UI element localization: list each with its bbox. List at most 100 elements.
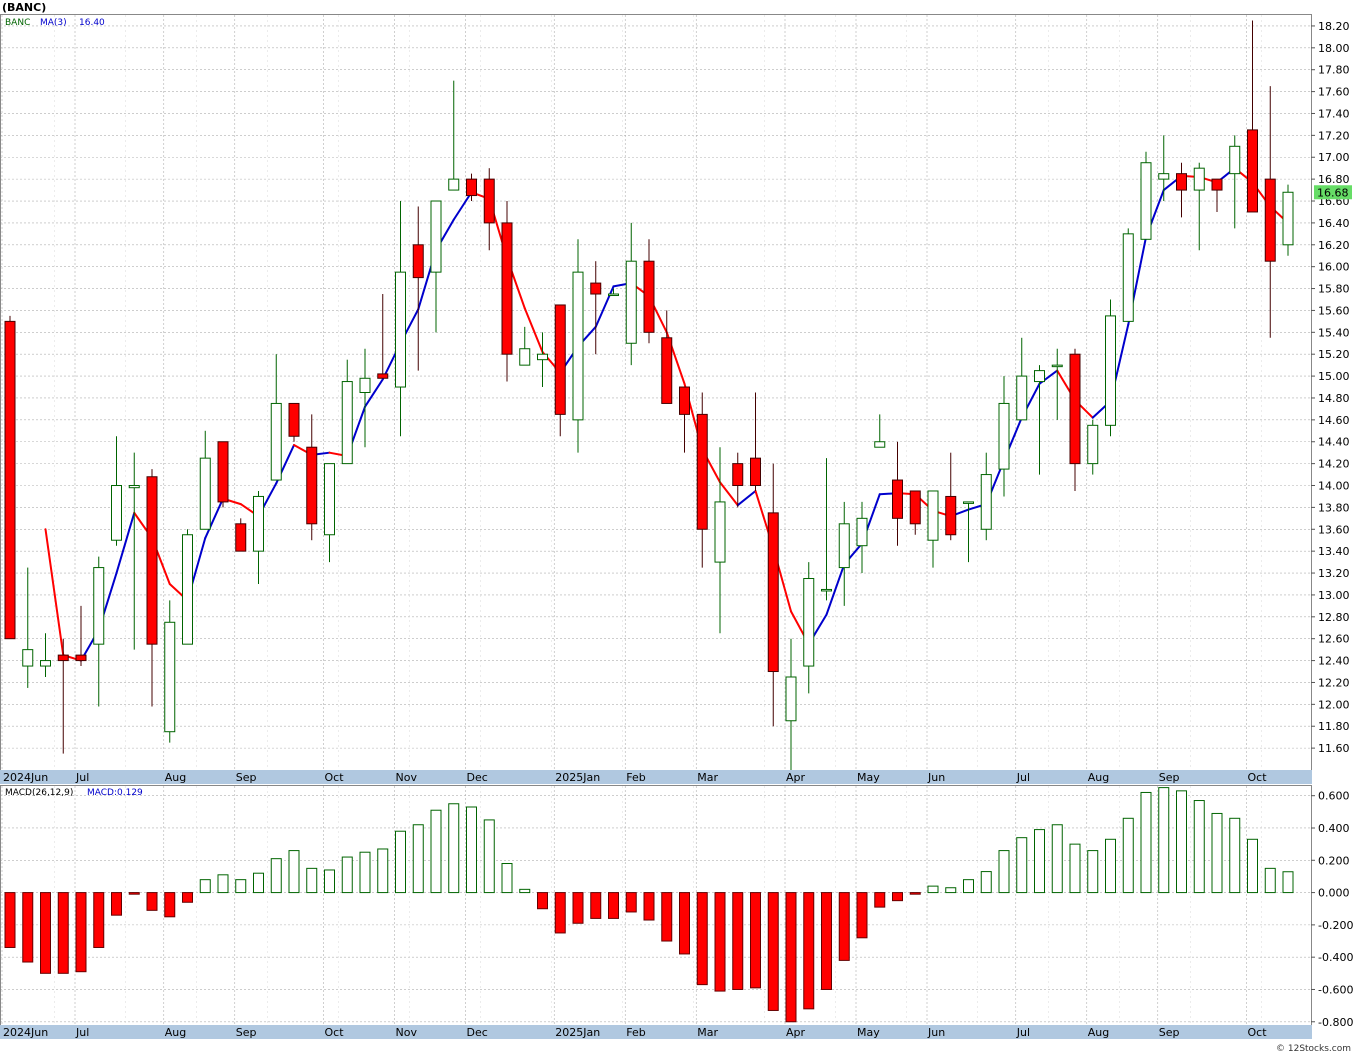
macd-bar-negative	[679, 892, 690, 955]
price-tick-label: 11.60	[1318, 742, 1350, 755]
candle	[288, 402, 300, 442]
candle-body-up	[856, 517, 868, 547]
candle-body-down	[57, 654, 69, 662]
candle-body-up	[1229, 145, 1241, 175]
candle	[874, 414, 886, 448]
candle-body-down	[1176, 173, 1187, 191]
macd-tick-label: 0.400	[1318, 822, 1350, 835]
candle	[57, 638, 69, 754]
candle-body-up	[40, 660, 51, 667]
last-price-box	[1314, 185, 1352, 200]
price-tick-label: 12.40	[1318, 655, 1350, 668]
candle	[1087, 419, 1099, 475]
month-label: Apr	[786, 771, 806, 784]
candle	[980, 452, 992, 541]
price-tick-label: 15.00	[1318, 370, 1350, 383]
price-tick-label: 15.60	[1318, 304, 1350, 317]
candle	[537, 332, 548, 388]
ma3-segment	[523, 307, 544, 354]
candle-body-up	[324, 463, 335, 536]
month-label: Aug	[165, 771, 186, 784]
candle-body-down	[590, 282, 602, 295]
candle-body-up	[22, 649, 34, 667]
candle	[235, 518, 247, 552]
macd-bar-positive	[1264, 867, 1276, 894]
date-axis-band-top	[0, 770, 1312, 784]
candle	[377, 294, 389, 379]
macd-bar-negative	[892, 892, 903, 902]
macd-bar-positive	[235, 879, 247, 894]
macd-bar-positive	[306, 867, 318, 894]
price-tick-label: 14.60	[1318, 414, 1350, 427]
price-y-axis: 11.60 11.80 12.00 12.20 12.40 12.60 12.80 13.00…	[1311, 20, 1350, 755]
price-tick-label: 13.20	[1318, 567, 1350, 580]
candle-body-down	[661, 337, 673, 404]
month-label: Oct	[1248, 771, 1268, 784]
candle-body-down	[466, 178, 477, 197]
macd-bar-negative	[696, 892, 708, 986]
candle-body-up	[430, 200, 442, 273]
candle	[75, 605, 87, 667]
price-tick-label: 16.80	[1318, 173, 1350, 186]
macd-bar-positive	[1069, 843, 1081, 894]
month-label: Feb	[626, 1026, 645, 1039]
candle	[608, 288, 619, 297]
candle-body-up	[608, 293, 619, 297]
macd-bar-positive	[1087, 850, 1099, 894]
macd-bar-negative	[128, 892, 140, 895]
ma3-segment	[825, 563, 846, 616]
candle	[1176, 162, 1187, 218]
candle	[945, 452, 957, 541]
candle	[111, 436, 122, 546]
candle-body-up	[341, 381, 353, 465]
candle	[1069, 348, 1081, 491]
month-label: Oct	[325, 1026, 345, 1039]
price-tick-label: 16.00	[1318, 261, 1350, 274]
month-label: Sep	[1159, 1026, 1180, 1039]
price-tick-label: 13.40	[1318, 545, 1350, 558]
candle-body-down	[732, 463, 744, 487]
price-gridlines	[0, 25, 1311, 749]
candle-body-down	[554, 304, 566, 415]
candle-body-up	[164, 621, 176, 733]
macd-bar-positive	[483, 819, 495, 894]
candle-body-up	[270, 402, 282, 481]
macd-bar-negative	[661, 892, 673, 942]
candle-body-up	[1016, 375, 1028, 421]
ma3-segment	[204, 497, 224, 540]
candle	[661, 310, 673, 404]
candle-body-up	[572, 271, 584, 421]
macd-bar-positive	[448, 803, 460, 894]
candle	[306, 414, 318, 541]
macd-tick-label: -0.400	[1318, 951, 1353, 964]
macd-bar-positive	[270, 858, 282, 894]
month-label: Jul	[75, 1026, 89, 1039]
candle-body-up	[448, 178, 460, 191]
candle	[998, 376, 1010, 497]
copyright: © 12Stocks.com	[1276, 1044, 1351, 1054]
candle-body-up	[998, 402, 1010, 470]
candle	[554, 304, 566, 437]
candle	[767, 463, 779, 727]
candle	[750, 392, 761, 491]
candle-body-down	[1247, 129, 1258, 213]
macd-bar-positive	[1158, 787, 1170, 894]
legend-symbol: BANC	[5, 18, 30, 28]
month-label: Aug	[1088, 771, 1109, 784]
macd-bar-negative	[22, 892, 34, 963]
candle-body-up	[785, 676, 797, 722]
candle-body-down	[235, 523, 247, 552]
macd-bar-positive	[199, 879, 211, 894]
candle-body-down	[1211, 178, 1223, 191]
candle	[963, 501, 974, 563]
candle-body-up	[838, 523, 850, 569]
macd-bar-positive	[288, 850, 300, 894]
candle-body-up	[1105, 315, 1116, 426]
month-label: Aug	[165, 1026, 186, 1039]
candle	[714, 447, 726, 634]
candle-body-down	[1069, 353, 1081, 465]
price-tick-label: 13.80	[1318, 501, 1350, 514]
month-label: Jul	[1016, 1026, 1030, 1039]
price-tick-label: 15.40	[1318, 326, 1350, 339]
macd-bar-positive	[1247, 838, 1258, 894]
